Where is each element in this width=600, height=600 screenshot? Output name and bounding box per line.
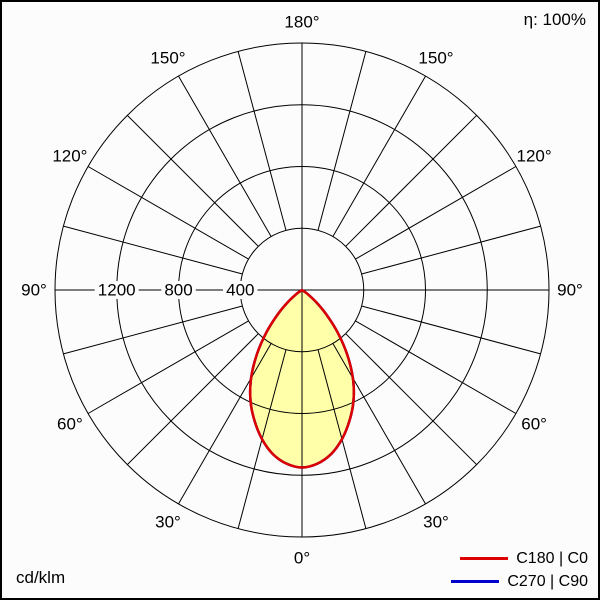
grid-spoke-105: [361, 225, 541, 275]
grid-spoke-330: [178, 343, 272, 505]
angle-label-150-left: 150°: [150, 48, 185, 67]
grid-spoke-165: [317, 51, 367, 231]
angle-label-90-right: 90°: [557, 281, 583, 300]
grid-spoke-300: [87, 320, 249, 414]
grid-spoke-45: [345, 333, 478, 466]
angle-label-120-right: 120°: [517, 147, 552, 166]
grid-spoke-120: [355, 166, 517, 260]
legend-label-c270-c90: C270 | C90: [507, 572, 588, 590]
grid-spoke-225: [126, 114, 259, 247]
grid-spoke-60: [355, 320, 517, 414]
grid-spoke-255: [63, 225, 243, 275]
angle-label-0: 0°: [294, 549, 310, 568]
legend-swatch-c270-c90-icon: [451, 580, 500, 583]
angle-label-30-left: 30°: [155, 513, 181, 532]
grid-spoke-75: [361, 305, 541, 355]
ring-label-mask-1200: [94, 281, 139, 299]
grid-spoke-150: [332, 75, 426, 237]
angle-label-120-left: 120°: [52, 147, 87, 166]
angle-label-180: 180°: [284, 13, 319, 32]
legend-swatch-c180-c0-icon: [460, 557, 509, 560]
angle-label-60-right: 60°: [521, 415, 547, 434]
grid-spoke-135: [345, 114, 478, 247]
ring-value-label-400: 400: [226, 281, 254, 300]
legend-item-c180-c0: C180 | C0: [451, 548, 588, 569]
angle-label-60-left: 60°: [57, 415, 83, 434]
grid-spoke-240: [87, 166, 249, 260]
angle-label-90-left: 90°: [21, 281, 47, 300]
ring-value-label-1200: 1200: [98, 281, 136, 300]
angle-label-150-right: 150°: [418, 48, 453, 67]
grid-spoke-30: [332, 343, 426, 505]
ring-value-label-800: 800: [164, 281, 192, 300]
ring-label-mask-800: [161, 281, 196, 299]
legend-item-c270-c90: C270 | C90: [451, 571, 588, 592]
grid-spoke-195: [237, 51, 287, 231]
beam-curve-c180-c0: [248, 288, 356, 469]
unit-label: cd/klm: [16, 568, 66, 587]
grid-spoke-210: [178, 75, 272, 237]
grid-spoke-315: [126, 333, 259, 466]
legend: C180 | C0 C270 | C90: [451, 548, 588, 592]
ring-label-mask-400: [223, 281, 258, 299]
legend-label-c180-c0: C180 | C0: [516, 549, 588, 567]
grid-spoke-285: [63, 305, 243, 355]
angle-label-30-right: 30°: [423, 513, 449, 532]
efficiency-label: η: 100%: [523, 10, 586, 29]
